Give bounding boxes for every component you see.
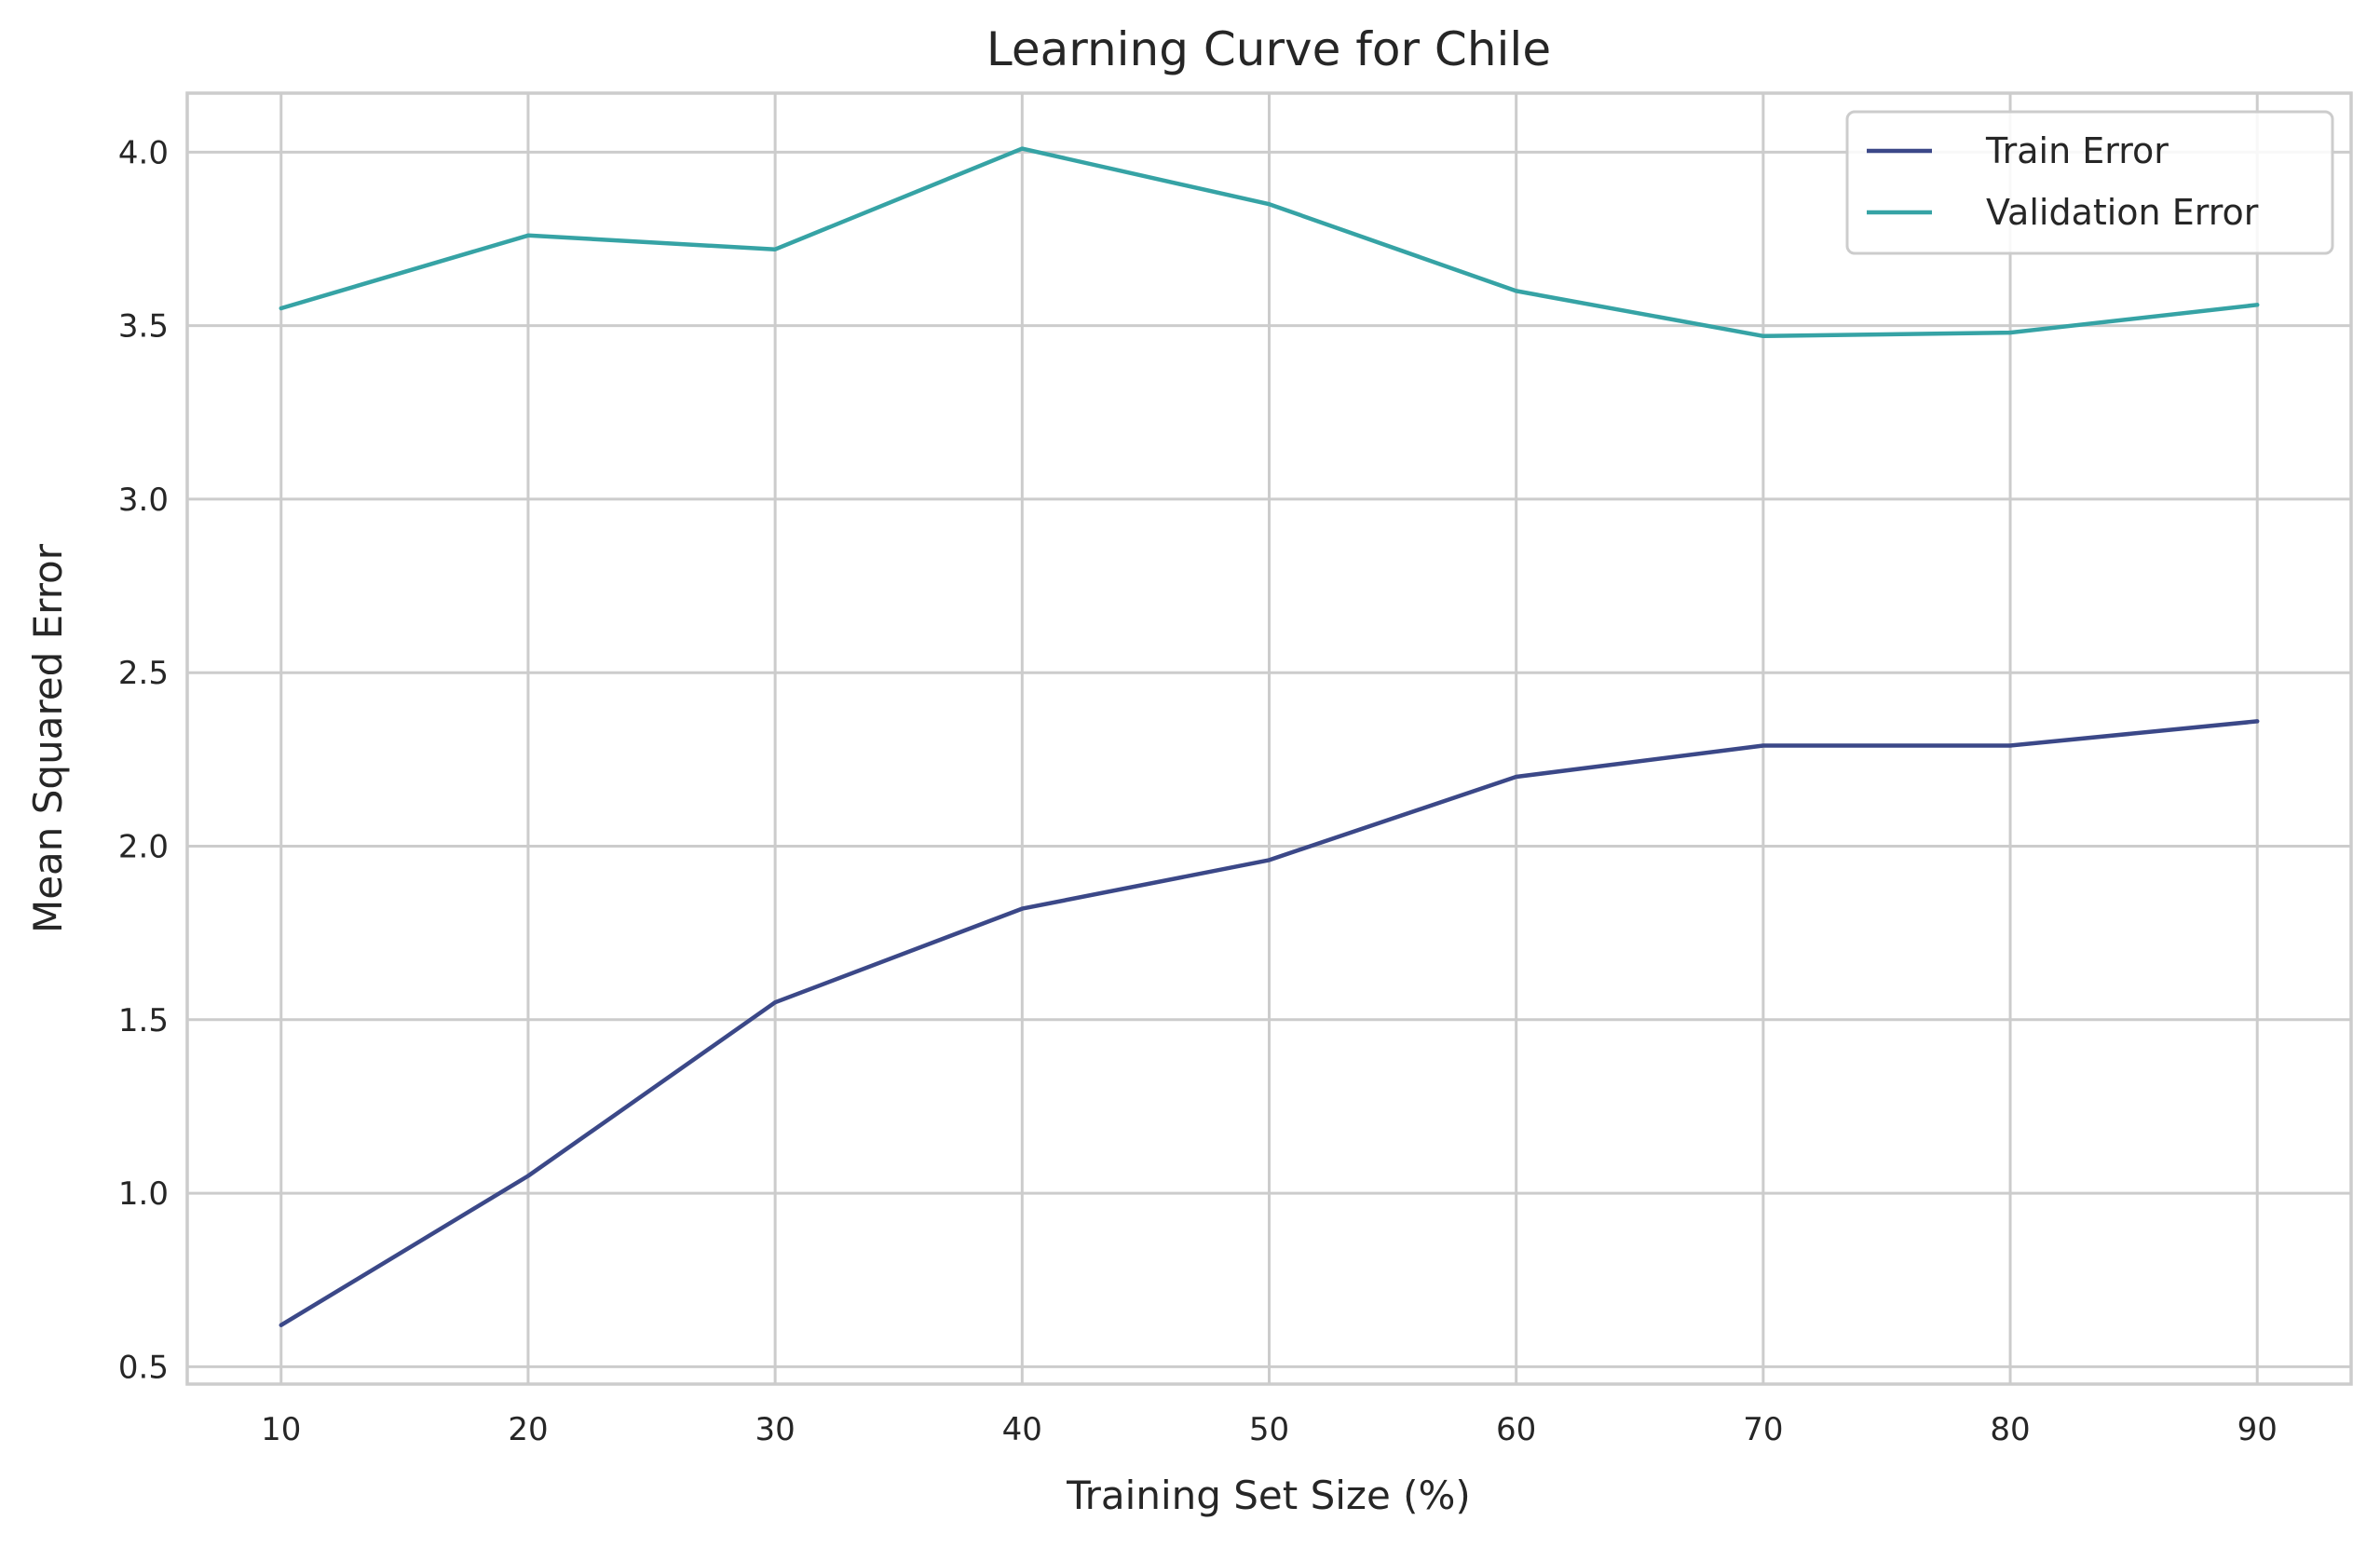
y-tick-label-1.5: 1.5 bbox=[118, 1002, 169, 1039]
legend-label-validation-error: Validation Error bbox=[1986, 192, 2259, 233]
x-tick-label-10: 10 bbox=[261, 1411, 301, 1448]
legend-box bbox=[1845, 110, 2334, 255]
x-tick-label-60: 60 bbox=[1496, 1411, 1536, 1448]
legend: Train Error Validation Error bbox=[1845, 110, 2334, 255]
x-tick-label-40: 40 bbox=[1002, 1411, 1042, 1448]
series-lines bbox=[279, 146, 2260, 1327]
x-axis-label: Training Set Size (%) bbox=[1066, 1473, 1471, 1518]
y-tick-label-1.0: 1.0 bbox=[118, 1175, 169, 1213]
x-tick-label-70: 70 bbox=[1743, 1411, 1783, 1448]
series-line-train-error bbox=[279, 719, 2260, 1327]
x-tick-labels: 10 20 30 40 50 60 70 80 90 bbox=[261, 1411, 2278, 1448]
y-tick-label-2.0: 2.0 bbox=[118, 829, 169, 866]
x-tick-label-80: 80 bbox=[1990, 1411, 2030, 1448]
y-tick-labels: 0.5 1.0 1.5 2.0 2.5 3.0 3.5 4.0 bbox=[118, 134, 169, 1386]
x-tick-label-30: 30 bbox=[755, 1411, 796, 1448]
x-tick-label-90: 90 bbox=[2237, 1411, 2278, 1448]
chart-title: Learning Curve for Chile bbox=[986, 22, 1551, 76]
y-gridlines bbox=[187, 150, 2351, 1368]
y-tick-label-3.0: 3.0 bbox=[118, 482, 169, 519]
y-tick-label-2.5: 2.5 bbox=[118, 655, 169, 692]
x-tick-label-20: 20 bbox=[508, 1411, 548, 1448]
plot-area-frame bbox=[185, 91, 2353, 1386]
y-tick-label-3.5: 3.5 bbox=[118, 308, 169, 346]
y-tick-label-4.0: 4.0 bbox=[118, 134, 169, 171]
y-tick-label-0.5: 0.5 bbox=[118, 1349, 169, 1386]
legend-label-train-error: Train Error bbox=[1985, 130, 2169, 171]
x-tick-label-50: 50 bbox=[1249, 1411, 1289, 1448]
series-line-validation-error bbox=[279, 146, 2260, 339]
y-axis-label: Mean Squared Error bbox=[25, 543, 71, 933]
